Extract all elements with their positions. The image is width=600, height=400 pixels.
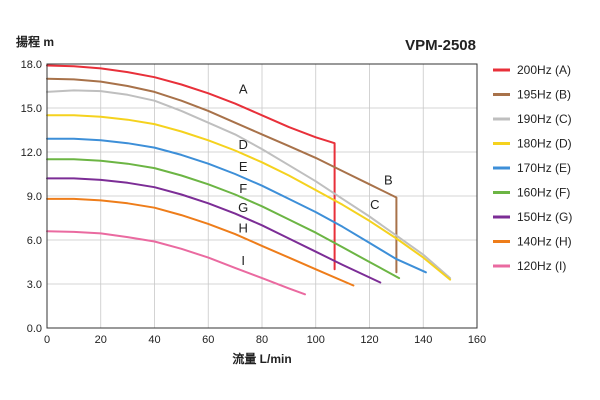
legend-entry-h: 140Hz (H) bbox=[517, 235, 572, 249]
legend-entry-f: 160Hz (F) bbox=[517, 186, 570, 200]
curve-label-g: G bbox=[238, 200, 248, 215]
curve-label-d: D bbox=[238, 137, 247, 152]
y-tick-label: 6.0 bbox=[27, 235, 42, 247]
curve-d bbox=[46, 114, 452, 281]
x-tick-label: 60 bbox=[202, 334, 214, 346]
x-tick-label: 120 bbox=[360, 334, 378, 346]
curve-i bbox=[46, 230, 306, 296]
x-tick-label: 80 bbox=[256, 334, 268, 346]
legend-entry-b: 195Hz (B) bbox=[517, 88, 571, 102]
curve-f bbox=[46, 158, 401, 280]
y-tick-label: 3.0 bbox=[27, 279, 42, 291]
y-tick-label: 18.0 bbox=[21, 59, 42, 71]
legend: 200Hz (A) 195Hz (B) 190Hz (C) 180Hz (D) 170H… bbox=[493, 63, 572, 273]
x-axis-title: 流量 L/min bbox=[232, 351, 291, 366]
curve-series bbox=[46, 64, 452, 296]
x-tick-label: 140 bbox=[414, 334, 432, 346]
legend-entry-d: 180Hz (D) bbox=[517, 137, 572, 151]
chart-title: VPM-2508 bbox=[405, 37, 476, 54]
curve-a bbox=[46, 64, 336, 271]
legend-entry-i: 120Hz (I) bbox=[517, 259, 566, 273]
legend-entry-g: 150Hz (G) bbox=[517, 210, 572, 224]
axes: 0 20 40 60 80 100 120 140 160 0.0 3.0 6.0 9.0 12.0 15.… bbox=[21, 59, 487, 346]
x-tick-label: 100 bbox=[307, 334, 325, 346]
curve-label-a: A bbox=[239, 81, 248, 96]
curve-b bbox=[46, 77, 398, 274]
curve-label-i: I bbox=[241, 253, 245, 268]
curve-e bbox=[46, 137, 427, 274]
curve-label-b: B bbox=[384, 172, 393, 187]
curve-label-f: F bbox=[239, 181, 247, 196]
legend-entry-e: 170Hz (E) bbox=[517, 161, 571, 175]
x-tick-label: 20 bbox=[95, 334, 107, 346]
curve-label-e: E bbox=[239, 159, 248, 174]
x-tick-label: 160 bbox=[468, 334, 486, 346]
plot-frame bbox=[46, 63, 478, 329]
y-tick-label: 12.0 bbox=[21, 147, 42, 159]
legend-entry-a: 200Hz (A) bbox=[517, 63, 571, 77]
y-axis-title: 揚程 m bbox=[16, 34, 54, 49]
y-tick-label: 0.0 bbox=[27, 323, 42, 335]
x-tick-label: 40 bbox=[148, 334, 160, 346]
curve-g bbox=[46, 177, 382, 284]
curve-h bbox=[46, 197, 355, 287]
legend-entry-c: 190Hz (C) bbox=[517, 112, 572, 126]
grid-lines bbox=[46, 63, 478, 329]
curve-label-h: H bbox=[238, 221, 247, 236]
curve-c bbox=[46, 89, 452, 280]
y-tick-label: 9.0 bbox=[27, 191, 42, 203]
curve-label-c: C bbox=[370, 197, 379, 212]
x-tick-label: 0 bbox=[44, 334, 50, 346]
y-tick-label: 15.0 bbox=[21, 103, 42, 115]
